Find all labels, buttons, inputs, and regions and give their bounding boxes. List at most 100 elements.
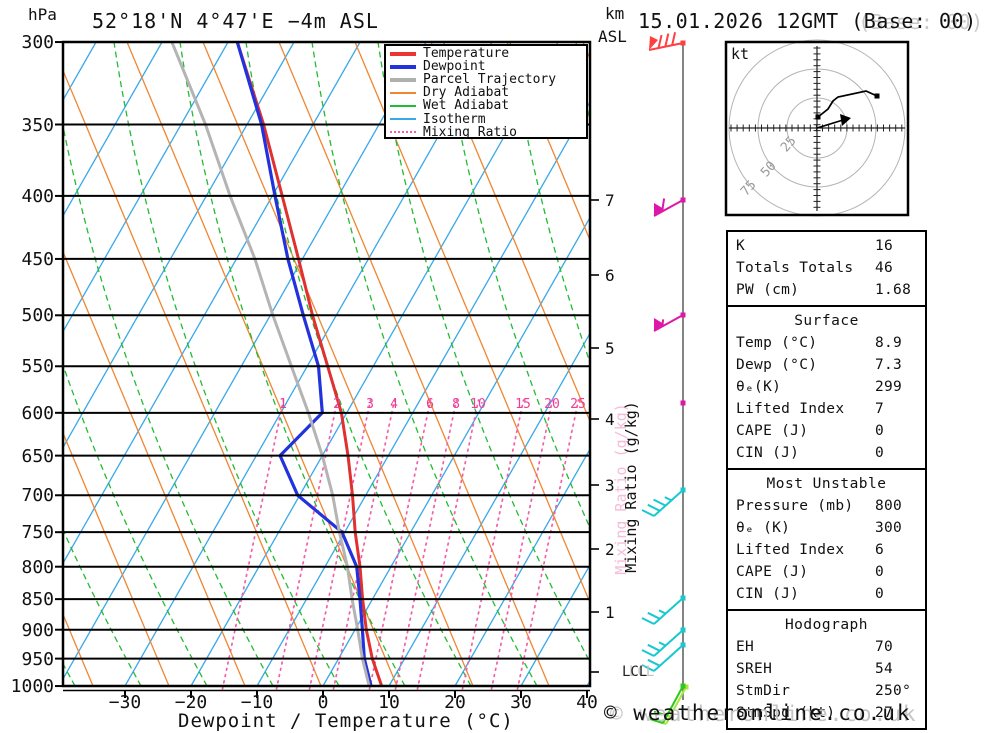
- table-row: Lifted Index 7: [728, 398, 925, 420]
- mixing-ratio-line: [221, 399, 285, 690]
- table-row-value: 27: [875, 705, 894, 721]
- isotherm-line: [63, 42, 229, 333]
- dry-adiabat-line: [202, 42, 474, 687]
- dry-adiabat-line: [63, 68, 322, 687]
- wind-barb-tine: [647, 503, 661, 512]
- table-row-value: 70: [875, 639, 894, 655]
- table-row: Totals Totals 46: [728, 257, 925, 279]
- mixing-ratio-line: [461, 399, 525, 690]
- table-row: Temp (°C) 8.9: [728, 332, 925, 354]
- section-header: Hodograph: [784, 617, 869, 633]
- mixing-ratio-label: 6: [426, 397, 434, 412]
- legend-label: Parcel Trajectory: [423, 72, 557, 88]
- pressure-tick-label: 850: [21, 589, 54, 610]
- km-unit-label: km: [605, 4, 625, 23]
- pressure-tick-label: 550: [21, 356, 54, 377]
- wind-barb-halftine: [664, 496, 672, 502]
- table-row-value: 299: [875, 379, 903, 395]
- hodograph-trace-marker: [815, 114, 821, 120]
- table-row: Dewp (°C) 7.3: [728, 354, 925, 376]
- wind-barb-shaft: [653, 629, 684, 657]
- temp-tick-label: −20: [174, 692, 208, 713]
- mixing-ratio-label: 25: [570, 397, 586, 412]
- lcl-marker-label: LCL: [622, 664, 648, 680]
- table-row: θₑ (K) 300: [728, 517, 925, 539]
- dry-adiabat-line: [126, 42, 398, 687]
- indices-section: Hodograph EH 70 SREH 54 StmDir 250° StmSpd (kt)…: [726, 609, 927, 730]
- wind-barb-flag: [654, 203, 664, 216]
- isotherm-line: [124, 42, 493, 687]
- hodograph-border: [724, 40, 910, 217]
- profile-parcel-trajectory: [170, 42, 371, 687]
- pressure-tick-label: 350: [21, 115, 54, 136]
- dry-adiabat-line: [430, 42, 590, 423]
- table-row-label: SREH: [736, 661, 773, 677]
- pressure-tick-label: 300: [21, 32, 54, 53]
- wind-barb-tine: [661, 198, 666, 212]
- isotherm-line: [63, 42, 163, 218]
- mixing-ratio-label: 2: [333, 397, 341, 412]
- legend-label: Dry Adiabat: [423, 85, 510, 101]
- legend-swatch-wet-adiabat: [390, 104, 416, 107]
- legend-item: Parcel Trajectory: [390, 72, 586, 88]
- mixing-ratio-label: 1: [279, 397, 287, 412]
- temp-tick-label: 40: [576, 692, 598, 713]
- legend-item: Isotherm: [390, 112, 586, 127]
- km-tick-label: 6: [605, 266, 615, 285]
- table-row-value: 7.3: [875, 357, 903, 373]
- mixing-ratio-label: 8: [452, 397, 460, 412]
- table-row-label: EH: [736, 639, 755, 655]
- table-row-value: 8.9: [875, 335, 903, 351]
- table-row-label: Pressure (mb): [736, 498, 854, 514]
- isotherm-line: [454, 447, 590, 687]
- isotherm-line: [322, 216, 590, 687]
- mixing-ratio-line: [416, 399, 480, 690]
- wind-barb-tine: [641, 649, 655, 657]
- pressure-tick-label: 500: [21, 305, 54, 326]
- asl-unit-label: ASL: [598, 27, 627, 46]
- table-row: StmDir 250°: [728, 680, 925, 702]
- table-row: CIN (J) 0: [728, 442, 925, 464]
- mixing-ratio-axis-label: Mixing Ratio (g/kg): [622, 401, 640, 573]
- table-row: SREH 54: [728, 658, 925, 680]
- pressure-tick-label: 700: [21, 485, 54, 506]
- km-tick-label: 7: [605, 191, 615, 210]
- datetime-main: 15.01.2026 12GMT: [638, 9, 852, 33]
- mixing-ratio-label: 15: [515, 397, 531, 412]
- table-row-value: 1.68: [875, 282, 912, 298]
- wind-barb-shaft: [653, 644, 684, 672]
- mixing-ratio-line: [490, 399, 554, 690]
- wet-adiabat-line: [311, 42, 538, 687]
- indices-section: Most Unstable Pressure (mb) 800 θₑ (K) 300 Li…: [726, 468, 927, 611]
- table-row-label: CAPE (J): [736, 564, 809, 580]
- km-tick-label: 4: [605, 410, 615, 429]
- wet-adiabat-line: [63, 123, 274, 687]
- legend-swatch-temperature: [390, 51, 416, 56]
- table-row: θₑ(K) 299: [728, 376, 925, 398]
- wind-barb-shaft: [662, 685, 684, 724]
- section-header: Most Unstable: [766, 476, 887, 492]
- table-row-label: θₑ (K): [736, 520, 791, 536]
- table-row: StmSpd (kt) 27: [728, 702, 925, 724]
- wind-barb-halftine: [661, 319, 665, 327]
- table-row-label: K: [736, 238, 746, 254]
- table-row: Lifted Index 6: [728, 539, 925, 561]
- wind-barb-tine: [641, 664, 655, 672]
- mixing-ratio-line: [275, 399, 339, 690]
- table-row: CAPE (J) 0: [728, 420, 925, 442]
- hodograph-trace-marker: [874, 93, 880, 99]
- isotherm-line: [256, 100, 590, 687]
- legend-swatch-dewpoint: [390, 64, 416, 69]
- mixing-ratio-line: [516, 399, 580, 690]
- wind-barb-tine: [647, 658, 661, 667]
- pressure-tick-label: 900: [21, 620, 54, 641]
- pressure-tick-label: 950: [21, 649, 54, 670]
- table-row-value: 6: [875, 542, 885, 558]
- temp-tick-label: −10: [240, 692, 274, 713]
- table-row-label: Temp (°C): [736, 335, 818, 351]
- wind-barb-flag: [654, 318, 664, 331]
- wind-barb-flag: [649, 36, 658, 50]
- temp-tick-label: 0: [317, 692, 329, 713]
- legend-swatch-parcel-trajectory: [390, 77, 416, 82]
